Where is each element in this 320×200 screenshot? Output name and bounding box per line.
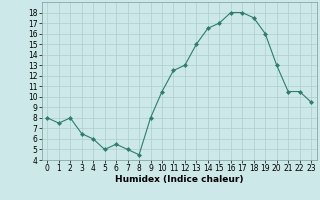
X-axis label: Humidex (Indice chaleur): Humidex (Indice chaleur) <box>115 175 244 184</box>
